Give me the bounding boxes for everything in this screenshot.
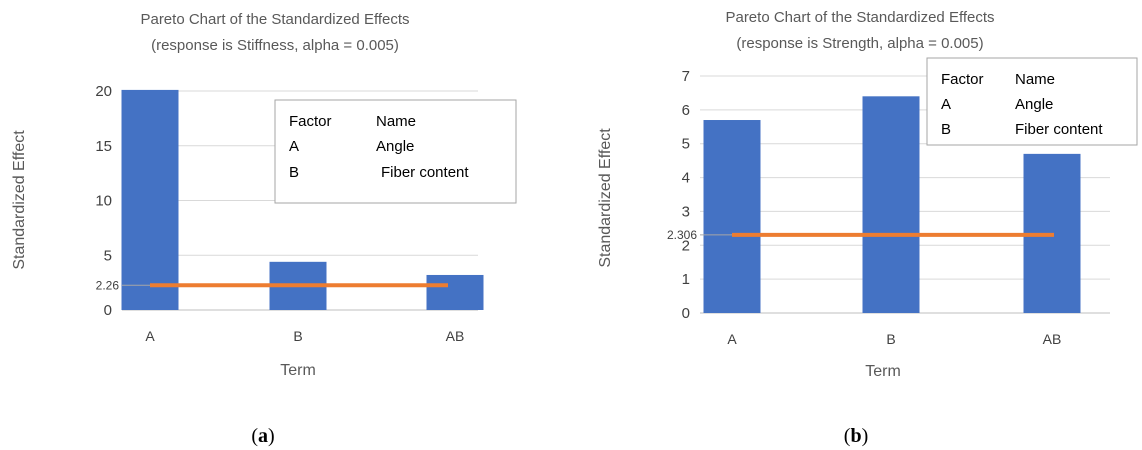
chart-a-xlabel: Term bbox=[280, 362, 316, 379]
chart-a-y-tick-label: 10 bbox=[95, 193, 112, 210]
chart-a-legend-box bbox=[274, 99, 517, 204]
chart-b-reference: 2.306 bbox=[667, 228, 1054, 242]
chart-b-bar bbox=[862, 96, 920, 313]
chart-b-panel-label: (b) bbox=[844, 425, 868, 447]
chart-a-y-tick-label: 15 bbox=[95, 138, 112, 155]
chart-a-x-tick-label: AB bbox=[446, 328, 465, 344]
chart-a-bar bbox=[426, 274, 484, 310]
chart-a-y-tick-label: 20 bbox=[95, 83, 112, 100]
chart-b-y-ticks: 0 1 2 3 4 5 6 7 bbox=[682, 68, 690, 322]
chart-b-legend: Factor Name A Angle B Fiber content bbox=[926, 57, 1138, 146]
chart-a-reference-label: 2.26 bbox=[96, 278, 120, 292]
chart-a-ylabel: Standardized Effect bbox=[11, 130, 28, 270]
chart-b-y-tick-label: 1 bbox=[682, 271, 690, 288]
chart-a-legend-row2-factor: B bbox=[289, 164, 299, 181]
chart-a-y-tick-label: 0 bbox=[104, 302, 112, 319]
chart-b-xlabel: Term bbox=[865, 363, 901, 380]
chart-b-x-ticks: A B AB bbox=[727, 331, 1061, 347]
chart-b-legend-header-factor: Factor bbox=[941, 71, 984, 88]
chart-b-bar bbox=[703, 120, 761, 313]
chart-a-legend-header-name: Name bbox=[376, 113, 416, 130]
chart-b-title: Pareto Chart of the Standardized Effects bbox=[725, 9, 994, 26]
chart-b-x-tick-label: A bbox=[727, 331, 737, 347]
chart-b-reference-label: 2.306 bbox=[667, 228, 697, 242]
chart-a-legend-row2-name: Fiber content bbox=[381, 164, 469, 181]
chart-b-legend-box bbox=[926, 57, 1138, 146]
chart-b-y-tick-label: 5 bbox=[682, 136, 690, 153]
chart-b-y-tick-label: 0 bbox=[682, 305, 690, 322]
chart-a-y-ticks: 0 5 10 15 20 bbox=[95, 83, 112, 319]
chart-a-x-tick-label: B bbox=[293, 328, 302, 344]
chart-b-x-tick-label: AB bbox=[1043, 331, 1062, 347]
chart-b-y-tick-label: 2 bbox=[682, 237, 690, 254]
chart-b-panel-letter: b bbox=[850, 425, 861, 447]
chart-b-ylabel: Standardized Effect bbox=[597, 128, 614, 268]
chart-b-y-tick-label: 3 bbox=[682, 203, 690, 220]
chart-a-subtitle: (response is Stiffness, alpha = 0.005) bbox=[151, 37, 399, 54]
chart-b-y-tick-label: 7 bbox=[682, 68, 690, 85]
chart-b-y-tick-label: 4 bbox=[682, 170, 690, 187]
chart-a-legend-row1-name: Angle bbox=[376, 138, 414, 155]
chart-b-legend-row1-name: Angle bbox=[1015, 96, 1053, 113]
chart-b-legend-row2-name: Fiber content bbox=[1015, 121, 1103, 138]
chart-b-y-tick-label: 6 bbox=[682, 102, 690, 119]
chart-a-legend: Factor Name A Angle B Fiber content bbox=[274, 99, 517, 204]
chart-a-y-tick-label: 5 bbox=[104, 247, 112, 264]
chart-a: Pareto Chart of the Standardized Effects… bbox=[11, 11, 517, 447]
chart-a-panel-label: (a) bbox=[251, 425, 274, 447]
chart-a-bar bbox=[121, 89, 179, 310]
chart-b-subtitle: (response is Strength, alpha = 0.005) bbox=[736, 35, 983, 52]
chart-b-legend-row1-factor: A bbox=[941, 96, 951, 113]
chart-b-legend-row2-factor: B bbox=[941, 121, 951, 138]
chart-b-x-tick-label: B bbox=[886, 331, 895, 347]
chart-a-bars bbox=[121, 89, 484, 310]
chart-a-x-ticks: A B AB bbox=[145, 328, 464, 344]
chart-a-legend-header-factor: Factor bbox=[289, 113, 332, 130]
chart-a-legend-row1-factor: A bbox=[289, 138, 299, 155]
chart-a-reference: 2.26 bbox=[96, 278, 448, 292]
chart-b: Pareto Chart of the Standardized Effects… bbox=[597, 9, 1138, 447]
chart-b-legend-header-name: Name bbox=[1015, 71, 1055, 88]
chart-a-title: Pareto Chart of the Standardized Effects bbox=[140, 11, 409, 28]
chart-b-bars bbox=[703, 96, 1081, 313]
chart-a-panel-letter: a bbox=[258, 425, 268, 447]
chart-a-x-tick-label: A bbox=[145, 328, 155, 344]
